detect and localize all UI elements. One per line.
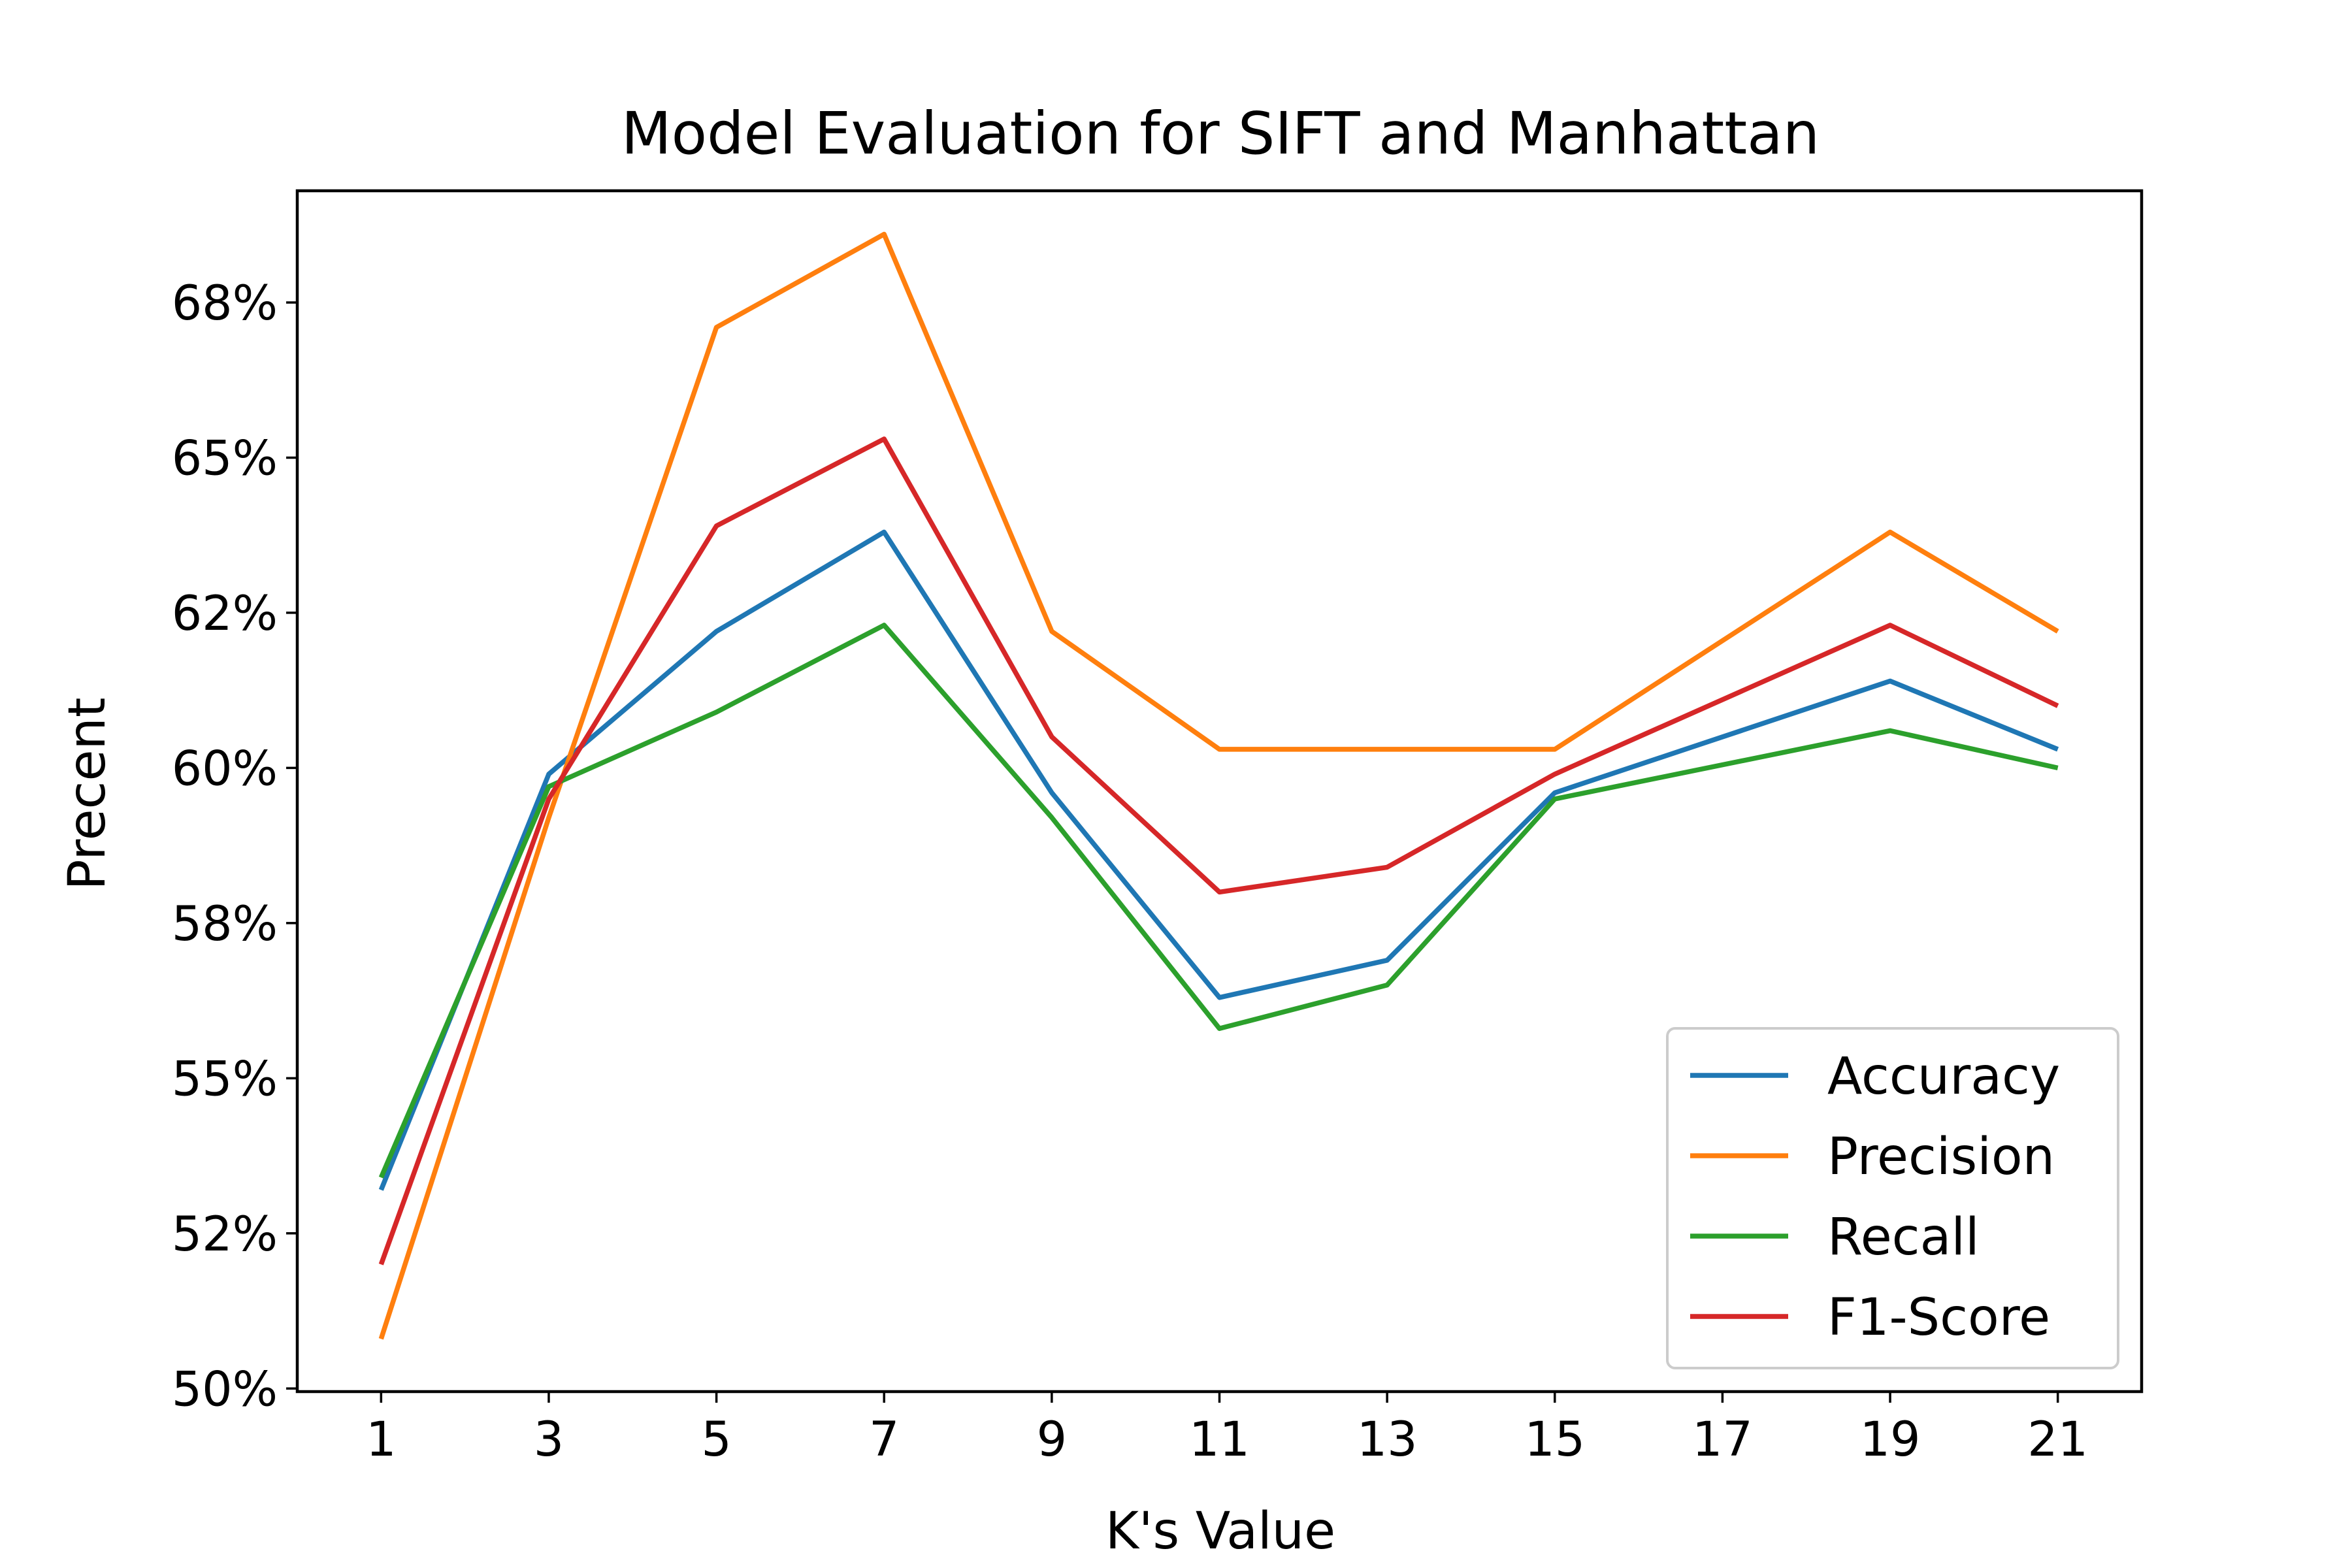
- y-tick-label: 65%: [172, 431, 278, 486]
- y-tick-label: 58%: [172, 896, 278, 952]
- x-axis-ticks: 1 3 5 7 9 11 13 15 17 19 21: [366, 1392, 2088, 1467]
- x-tick-label: 9: [1037, 1412, 1067, 1467]
- legend-label: Recall: [1827, 1208, 1980, 1267]
- chart-title: Model Evaluation for SIFT and Manhattan: [621, 99, 1820, 167]
- x-tick-label: 15: [1524, 1412, 1585, 1467]
- series-line-accuracy: [378, 529, 2059, 1191]
- x-tick-label: 3: [534, 1412, 564, 1467]
- y-tick-label: 52%: [172, 1207, 278, 1262]
- series-lines: [378, 231, 2059, 1340]
- series-line-recall: [378, 623, 2059, 1179]
- y-tick-label: 60%: [172, 741, 278, 796]
- legend-label: F1-Score: [1827, 1288, 2050, 1347]
- x-tick-label: 7: [869, 1412, 899, 1467]
- legend-label: Precision: [1827, 1128, 2055, 1186]
- x-tick-label: 21: [2027, 1412, 2088, 1467]
- y-tick-label: 50%: [172, 1362, 278, 1417]
- legend: Accuracy Precision Recall F1-Score: [1666, 1027, 2119, 1369]
- x-tick-label: 1: [366, 1412, 396, 1467]
- legend-box: [1666, 1027, 2119, 1369]
- y-tick-label: 68%: [172, 276, 278, 331]
- y-axis-ticks: 50% 52% 55% 58% 60% 62% 65% 68%: [172, 276, 297, 1417]
- y-axis-label: Precent: [58, 698, 117, 890]
- legend-label: Accuracy: [1827, 1047, 2060, 1106]
- x-tick-label: 19: [1860, 1412, 1921, 1467]
- y-tick-label: 55%: [172, 1051, 278, 1107]
- x-tick-label: 17: [1692, 1412, 1753, 1467]
- x-tick-label: 11: [1189, 1412, 1250, 1467]
- y-tick-label: 62%: [172, 586, 278, 642]
- plot-frame: [295, 189, 2144, 1394]
- series-line-precision: [378, 231, 2059, 1340]
- x-axis-label: K's Value: [1105, 1502, 1335, 1561]
- series-line-f1-score: [378, 436, 2059, 1266]
- x-tick-label: 13: [1357, 1412, 1418, 1467]
- x-tick-label: 5: [701, 1412, 731, 1467]
